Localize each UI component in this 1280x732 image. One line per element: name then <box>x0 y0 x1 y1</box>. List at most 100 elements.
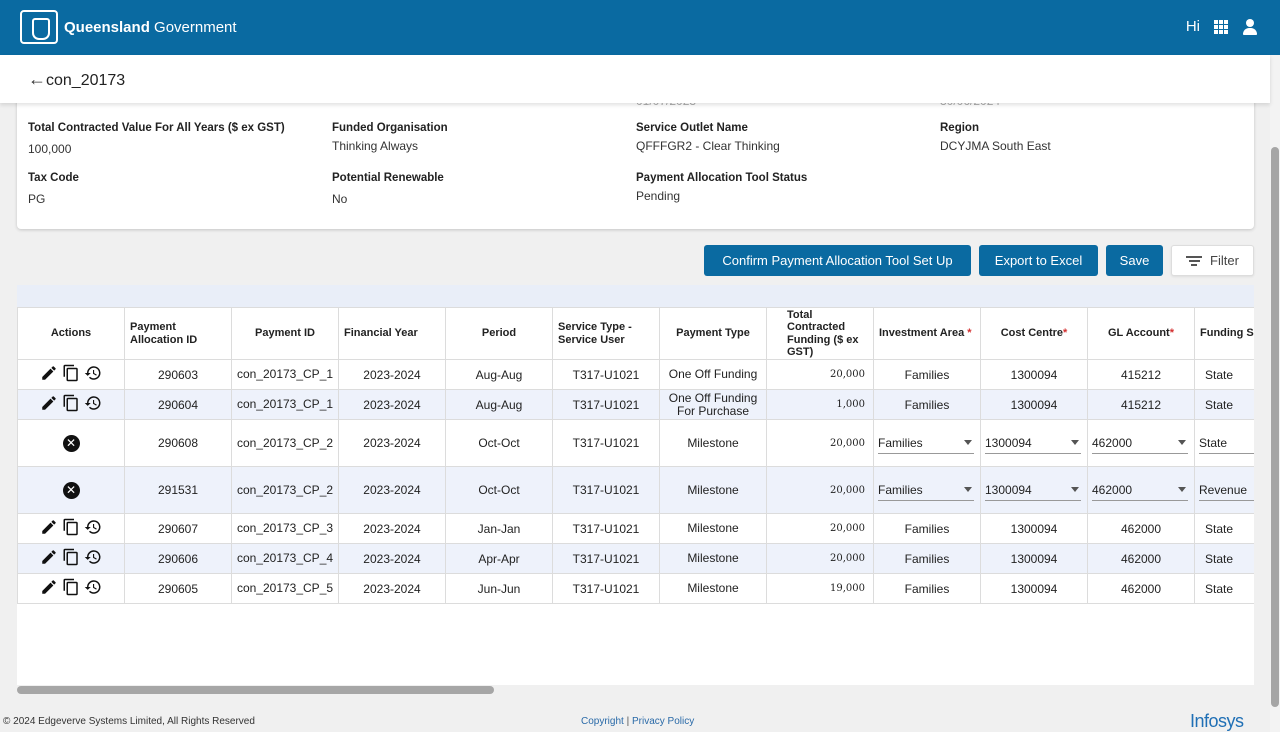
col-payment-type[interactable]: Payment Type <box>659 307 767 360</box>
cell-payment-type: One Off Funding <box>659 359 767 390</box>
chevron-down-icon <box>964 487 972 492</box>
copyright-link[interactable]: Copyright <box>581 716 624 727</box>
copy-icon[interactable] <box>62 394 80 412</box>
col-period[interactable]: Period <box>445 307 553 360</box>
col-allocation-id[interactable]: Payment Allocation ID <box>124 307 232 360</box>
funded-organisation-field: Funded Organisation Thinking Always <box>332 122 448 153</box>
cell-actions: ✕ <box>17 419 125 467</box>
payment-allocation-tool-status-field: Payment Allocation Tool Status Pending <box>636 172 808 203</box>
queensland-crest-icon <box>20 10 58 44</box>
cell-service-type: T317-U1021 <box>552 543 660 574</box>
chevron-down-icon <box>1178 440 1186 445</box>
export-excel-button[interactable]: Export to Excel <box>979 245 1098 276</box>
col-investment-area[interactable]: Investment Area * <box>873 307 981 360</box>
footer-copyright-text: © 2024 Edgeverve Systems Limited, All Ri… <box>3 716 255 727</box>
top-header: Queensland Government Hi <box>0 0 1280 55</box>
col-service-type[interactable]: Service Type - Service User <box>552 307 660 360</box>
cell-service-type: T317-U1021 <box>552 573 660 604</box>
cell-payment-type: Milestone <box>659 573 767 604</box>
cell-allocation-id: 290605 <box>124 573 232 604</box>
copy-icon[interactable] <box>62 518 80 536</box>
cost-centre-select[interactable]: 1300094 <box>985 432 1081 454</box>
cell-total-funding: 20,000 <box>766 419 874 467</box>
filter-button[interactable]: Filter <box>1171 245 1254 276</box>
total-contracted-value-field: Total Contracted Value For All Years ($ … <box>28 122 285 156</box>
cell-funding-source: State <box>1194 573 1254 604</box>
cell-actions <box>17 543 125 574</box>
cell-period: Jan-Jan <box>445 513 553 544</box>
cell-period: Aug-Aug <box>445 389 553 420</box>
back-arrow-icon[interactable]: ← <box>28 69 46 89</box>
col-gl-account[interactable]: GL Account* <box>1087 307 1195 360</box>
cell-period: Aug-Aug <box>445 359 553 390</box>
investment-area-select[interactable]: Families <box>878 479 974 501</box>
remove-row-icon[interactable]: ✕ <box>62 481 80 499</box>
cell-cost-centre: 1300094 <box>980 543 1088 574</box>
funding-source-select[interactable]: State <box>1199 432 1254 454</box>
remove-row-icon[interactable]: ✕ <box>62 434 80 452</box>
potential-renewable-field: Potential Renewable No <box>332 172 444 206</box>
funding-source-select[interactable]: Revenue <box>1199 479 1254 501</box>
cell-allocation-id: 290607 <box>124 513 232 544</box>
col-payment-id[interactable]: Payment ID <box>231 307 339 360</box>
chevron-down-icon <box>964 440 972 445</box>
cell-investment-area: Families <box>873 359 981 390</box>
edit-icon[interactable] <box>40 548 58 566</box>
edit-icon[interactable] <box>40 578 58 596</box>
apps-grid-icon[interactable] <box>1214 19 1228 34</box>
tax-code-field: Tax Code PG <box>28 172 79 206</box>
copy-icon[interactable] <box>62 364 80 382</box>
edit-icon[interactable] <box>40 364 58 382</box>
cell-gl-account: 462000 <box>1087 543 1195 574</box>
chevron-down-icon <box>1071 487 1079 492</box>
confirm-setup-button[interactable]: Confirm Payment Allocation Tool Set Up <box>704 245 971 276</box>
privacy-policy-link[interactable]: Privacy Policy <box>631 716 695 727</box>
history-icon[interactable] <box>84 518 102 536</box>
history-icon[interactable] <box>84 578 102 596</box>
col-cost-centre[interactable]: Cost Centre* <box>980 307 1088 360</box>
table-row[interactable]: 290605 con_20173_CP_5 2023-2024 Jun-Jun T317… <box>17 573 1254 604</box>
table-row[interactable]: ✕ 290608 con_20173_CP_2 2023-2024 Oct-Oct T31… <box>17 419 1254 467</box>
horizontal-scrollbar[interactable] <box>17 686 494 694</box>
cost-centre-select[interactable]: 1300094 <box>985 479 1081 501</box>
save-button[interactable]: Save <box>1106 245 1163 276</box>
edit-icon[interactable] <box>40 394 58 412</box>
copy-icon[interactable] <box>62 548 80 566</box>
col-funding-source[interactable]: Funding Source <box>1194 307 1254 360</box>
table-row[interactable]: 290606 con_20173_CP_4 2023-2024 Apr-Apr T317… <box>17 543 1254 574</box>
table-row[interactable]: ✕ 291531 con_20173_CP_2 2023-2024 Oct-Oct T31… <box>17 466 1254 514</box>
gl-account-select[interactable]: 462000 <box>1092 479 1188 501</box>
cell-gl-account: 415212 <box>1087 359 1195 390</box>
cell-gl-account: 462000 <box>1087 419 1195 467</box>
cell-gl-account: 462000 <box>1087 466 1195 514</box>
col-financial-year[interactable]: Financial Year <box>338 307 446 360</box>
cell-service-type: T317-U1021 <box>552 359 660 390</box>
cell-funding-source: State <box>1194 513 1254 544</box>
user-icon[interactable] <box>1242 18 1258 35</box>
cell-actions <box>17 359 125 390</box>
edit-icon[interactable] <box>40 518 58 536</box>
cell-investment-area: Families <box>873 543 981 574</box>
vertical-scrollbar[interactable] <box>1271 147 1279 707</box>
cell-payment-id: con_20173_CP_1 <box>231 359 339 390</box>
table-row[interactable]: 290607 con_20173_CP_3 2023-2024 Jan-Jan T317… <box>17 513 1254 544</box>
brand[interactable]: Queensland Government <box>20 10 237 44</box>
col-total-funding[interactable]: Total Contracted Funding ($ ex GST) <box>766 307 874 360</box>
history-icon[interactable] <box>84 394 102 412</box>
table-row[interactable]: 290604 con_20173_CP_1 2023-2024 Aug-Aug T317… <box>17 389 1254 420</box>
gl-account-select[interactable]: 462000 <box>1092 432 1188 454</box>
history-icon[interactable] <box>84 364 102 382</box>
cell-investment-area: Families <box>873 513 981 544</box>
cell-payment-type: Milestone <box>659 513 767 544</box>
cell-funding-source: State <box>1194 389 1254 420</box>
cell-total-funding: 20,000 <box>766 466 874 514</box>
history-icon[interactable] <box>84 548 102 566</box>
cell-cost-centre: 1300094 <box>980 419 1088 467</box>
cell-payment-id: con_20173_CP_3 <box>231 513 339 544</box>
cell-payment-id: con_20173_CP_4 <box>231 543 339 574</box>
cell-funding-source: State <box>1194 419 1254 467</box>
copy-icon[interactable] <box>62 578 80 596</box>
cell-actions <box>17 389 125 420</box>
table-row[interactable]: 290603 con_20173_CP_1 2023-2024 Aug-Aug T317… <box>17 359 1254 390</box>
investment-area-select[interactable]: Families <box>878 432 974 454</box>
